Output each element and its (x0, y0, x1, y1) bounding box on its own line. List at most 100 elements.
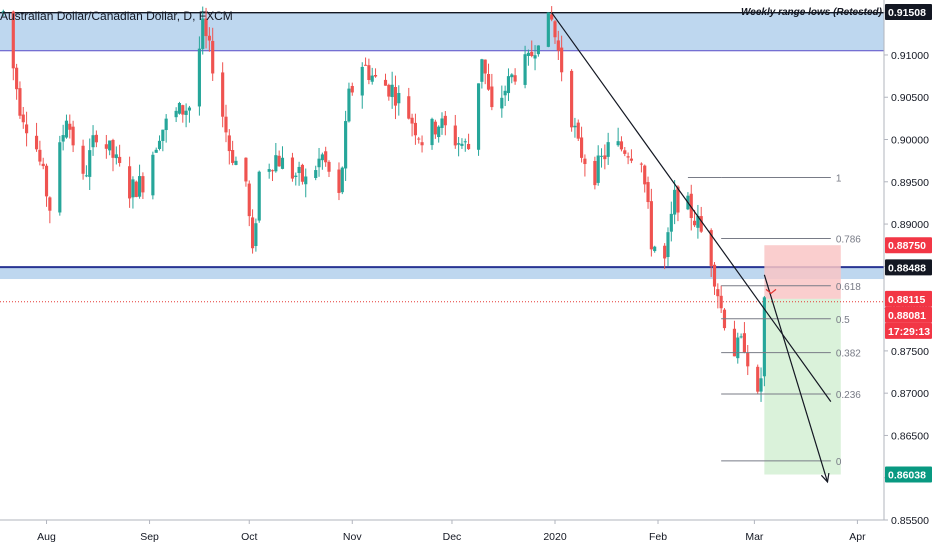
candle (500, 85, 504, 118)
candle-body (530, 51, 534, 57)
candle-body (556, 40, 560, 51)
candle (593, 156, 597, 190)
candle-body (629, 158, 634, 161)
candle (463, 138, 467, 152)
candle (138, 164, 142, 199)
candle (410, 113, 414, 137)
candle (530, 40, 534, 58)
candle-body (467, 143, 471, 150)
candle-body (347, 88, 351, 122)
candle (653, 245, 657, 253)
candle-body (61, 135, 65, 142)
candle (503, 85, 507, 107)
candle-body (88, 150, 92, 177)
candle-body (513, 75, 517, 82)
candle (433, 119, 437, 139)
candle-body (476, 83, 481, 150)
candle (560, 35, 564, 82)
candle (603, 144, 607, 170)
candle-body (503, 90, 507, 96)
candle-body (523, 54, 527, 85)
candle (111, 138, 115, 172)
candle (244, 157, 248, 187)
candles-layer (1, 6, 766, 402)
candle-body (669, 213, 673, 232)
candle-body (440, 118, 444, 128)
candle (71, 120, 75, 153)
candle-body (616, 141, 620, 146)
candle (104, 134, 108, 159)
candle (88, 138, 92, 190)
candle-body (443, 115, 447, 126)
price-badge: 0.88750 (885, 237, 932, 254)
candle (304, 168, 308, 198)
time-tick-label: Nov (343, 531, 362, 543)
candle-body (111, 139, 115, 158)
candle (347, 82, 351, 123)
candle-body (463, 141, 467, 143)
support-zone (0, 267, 884, 280)
candle (606, 132, 610, 165)
candle (417, 136, 421, 144)
candle-body (41, 163, 45, 167)
candle-body (71, 126, 75, 146)
candle (134, 180, 138, 198)
candle-body (732, 328, 737, 357)
candle-body (108, 140, 112, 151)
candle (1, 9, 5, 17)
candle (91, 125, 95, 156)
time-tick-label: 2020 (543, 531, 567, 543)
candle-body (337, 169, 341, 193)
candle (480, 58, 484, 89)
candle (58, 135, 62, 216)
candle-body (207, 35, 211, 41)
candle (467, 133, 471, 150)
candle-body (437, 126, 441, 138)
candle-body (81, 145, 85, 174)
candle (709, 228, 713, 277)
candle-body (363, 64, 368, 66)
candle-body (417, 138, 421, 140)
candle-body (370, 75, 374, 82)
price-badge: 0.88115 (885, 290, 932, 307)
candle (460, 138, 464, 149)
candle (583, 154, 587, 177)
candle-body (506, 76, 511, 94)
candle-body (177, 103, 182, 114)
candle-body (48, 197, 52, 211)
candle (297, 161, 301, 186)
candle (666, 227, 670, 266)
candle (453, 114, 457, 149)
candle (290, 152, 295, 182)
candle (573, 117, 577, 138)
candle-body (91, 135, 95, 148)
zones-layer (0, 12, 884, 475)
candle (629, 149, 634, 164)
candle (114, 146, 118, 165)
entry-marker-icon (765, 288, 777, 295)
candle (407, 87, 411, 120)
price-tick-label: 0.85500 (891, 515, 929, 527)
time-axis-bg (0, 520, 932, 550)
candle (576, 119, 580, 142)
candle (314, 165, 318, 181)
candle (759, 367, 763, 402)
candle (513, 68, 517, 85)
candle-body (197, 48, 201, 107)
price-badge: 0.91508 (885, 4, 932, 21)
candle (141, 172, 145, 200)
candle (344, 110, 348, 181)
candle-body (320, 154, 324, 161)
candle-body (480, 59, 484, 82)
candle-body (274, 155, 278, 172)
candle-body (161, 129, 165, 141)
candle (327, 160, 331, 178)
candle (118, 144, 122, 167)
fib-level-label: 0 (836, 457, 842, 468)
price-tick-label: 0.89000 (891, 219, 929, 231)
projection-arrow-line (763, 274, 829, 483)
candle (48, 196, 52, 224)
candle-body (157, 140, 162, 149)
price-tick-label: 0.86500 (891, 430, 929, 442)
